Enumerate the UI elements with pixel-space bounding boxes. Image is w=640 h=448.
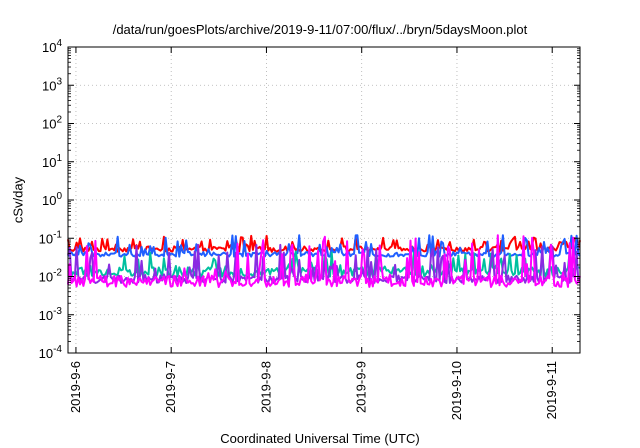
x-tick-label: 2019-9-10 <box>449 361 464 420</box>
x-tick-label: 2019-9-6 <box>68 361 83 413</box>
series-group <box>67 234 581 288</box>
x-tick-label: 2019-9-9 <box>354 361 369 413</box>
x-tick-label: 2019-9-8 <box>258 361 273 413</box>
y-tick-label: 10-4 <box>39 344 63 361</box>
series-line-2 <box>67 234 581 258</box>
y-tick-label: 10-2 <box>39 268 63 285</box>
y-tick-label: 100 <box>42 191 62 208</box>
y-tick-label: 101 <box>42 153 62 170</box>
x-tick-label: 2019-9-7 <box>163 361 178 413</box>
ticks: 10-4 10-3 10-2 10-1 100 101 102 103 104 2019-9-6 2… <box>39 38 580 420</box>
grid <box>68 47 580 353</box>
y-tick-label: 10-1 <box>39 229 63 246</box>
chart-title: /data/run/goesPlots/archive/2019-9-11/07… <box>112 22 528 37</box>
x-tick-label: 2019-9-11 <box>544 361 559 419</box>
y-tick-label: 103 <box>42 76 62 93</box>
y-tick-label: 104 <box>42 38 62 55</box>
x-axis-label: Coordinated Universal Time (UTC) <box>220 431 420 446</box>
y-tick-label: 102 <box>42 115 62 132</box>
series-line-5 <box>67 234 581 288</box>
y-tick-label: 10-3 <box>39 306 63 323</box>
